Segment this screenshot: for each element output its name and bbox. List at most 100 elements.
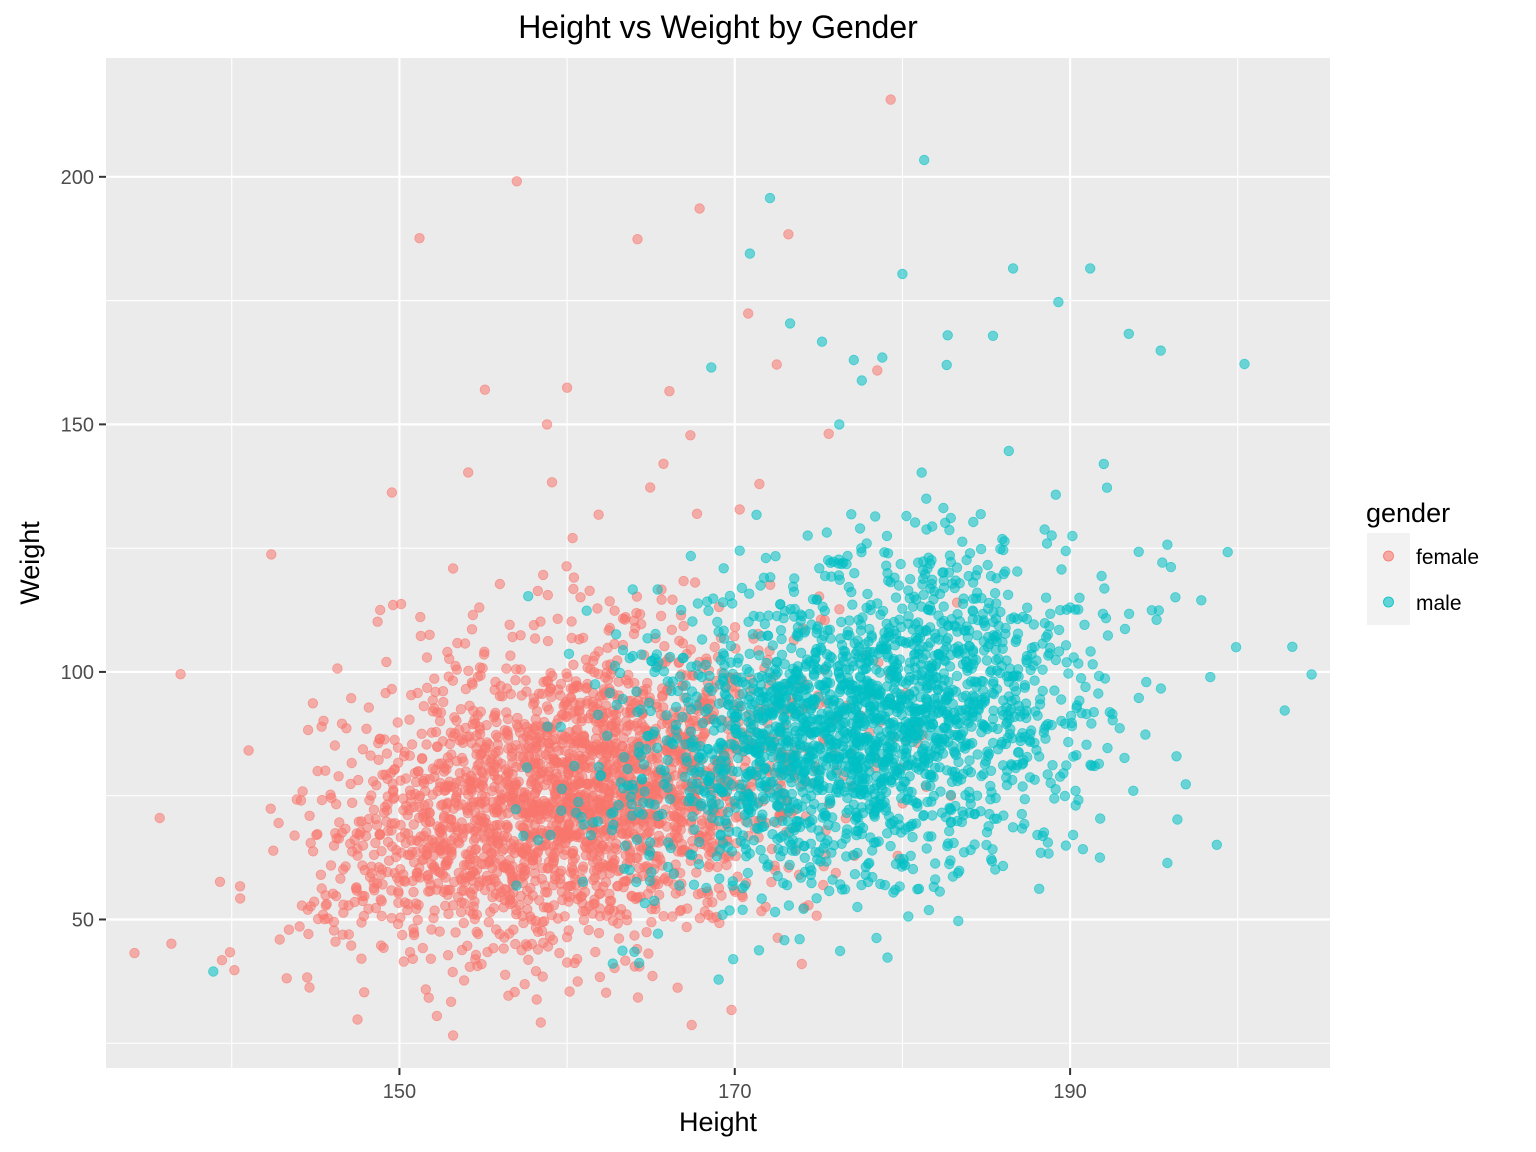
point-male <box>842 626 854 637</box>
point-female <box>496 809 508 820</box>
point-male <box>854 671 866 682</box>
point-male <box>831 738 842 750</box>
point-female <box>508 836 520 847</box>
legend-swatch-female <box>1383 550 1394 562</box>
point-male <box>1061 760 1072 771</box>
point-female <box>726 1004 737 1016</box>
point-male <box>821 810 832 821</box>
point-male <box>610 629 622 640</box>
legend-label-female: female <box>1416 546 1479 569</box>
point-male <box>930 858 941 869</box>
point-female <box>440 900 451 912</box>
point-female <box>373 754 384 766</box>
point-female <box>375 604 386 616</box>
point-female <box>402 809 413 821</box>
point-male <box>932 684 943 695</box>
point-male <box>845 748 856 760</box>
point-female <box>606 851 618 862</box>
point-female <box>295 795 307 806</box>
point-female <box>518 870 530 882</box>
point-female <box>243 745 254 756</box>
point-female <box>620 955 631 966</box>
point-male <box>877 784 888 795</box>
point-female <box>483 917 495 928</box>
point-female <box>618 882 629 893</box>
point-female <box>331 799 342 810</box>
point-male <box>852 713 864 725</box>
point-female <box>328 840 340 851</box>
point-male <box>1038 727 1050 738</box>
point-female <box>373 738 384 749</box>
point-female <box>454 838 465 849</box>
point-male <box>800 722 811 733</box>
point-male <box>1042 837 1054 848</box>
point-female <box>569 731 580 742</box>
point-male <box>895 558 906 570</box>
point-female <box>590 946 601 958</box>
point-female <box>568 659 579 671</box>
point-female <box>359 864 370 876</box>
point-male <box>990 864 1001 875</box>
point-male <box>726 846 738 857</box>
point-female <box>674 635 685 647</box>
point-male <box>1019 731 1030 743</box>
point-male <box>1097 608 1109 620</box>
point-female <box>405 789 417 801</box>
point-female <box>402 849 414 861</box>
legend-swatch-male <box>1383 596 1394 608</box>
point-female <box>872 365 883 376</box>
point-female <box>561 561 572 572</box>
point-male <box>652 928 664 939</box>
point-female <box>458 975 470 986</box>
point-male <box>555 721 566 733</box>
point-male <box>799 841 810 852</box>
point-male <box>987 844 998 855</box>
point-male <box>864 784 876 795</box>
point-female <box>475 706 487 717</box>
point-male <box>921 683 932 694</box>
point-male <box>1012 613 1023 625</box>
point-male <box>609 660 621 672</box>
point-male <box>935 702 947 713</box>
point-female <box>538 937 549 949</box>
point-female <box>439 766 450 777</box>
point-male <box>995 543 1006 555</box>
point-male <box>900 776 911 787</box>
point-male <box>812 785 823 796</box>
point-female <box>568 583 579 595</box>
point-female <box>535 1017 547 1028</box>
point-female <box>338 864 349 875</box>
point-male <box>755 679 767 691</box>
point-female <box>623 678 634 689</box>
point-female <box>531 994 542 1005</box>
point-female <box>518 917 529 929</box>
point-male <box>1044 648 1055 659</box>
point-male <box>1170 592 1181 603</box>
point-male <box>1049 793 1060 804</box>
point-male <box>1099 583 1110 594</box>
point-male <box>920 649 931 660</box>
point-female <box>442 950 454 961</box>
point-female <box>511 176 523 187</box>
point-male <box>784 836 795 847</box>
point-male <box>1196 595 1207 606</box>
point-male <box>826 770 838 782</box>
point-male <box>821 661 832 672</box>
point-male <box>857 652 868 663</box>
point-male <box>997 637 1008 648</box>
point-male <box>725 640 737 652</box>
point-male <box>533 834 544 846</box>
point-male <box>925 605 937 616</box>
point-female <box>472 671 484 682</box>
point-female <box>328 925 340 936</box>
point-female <box>597 792 608 803</box>
point-female <box>632 992 644 1003</box>
point-male <box>1107 715 1118 726</box>
point-male <box>926 578 937 590</box>
point-male <box>664 651 676 663</box>
point-male <box>1102 630 1114 641</box>
point-male <box>1021 613 1033 625</box>
point-male <box>720 756 731 767</box>
point-female <box>510 664 522 675</box>
point-male <box>631 834 643 845</box>
